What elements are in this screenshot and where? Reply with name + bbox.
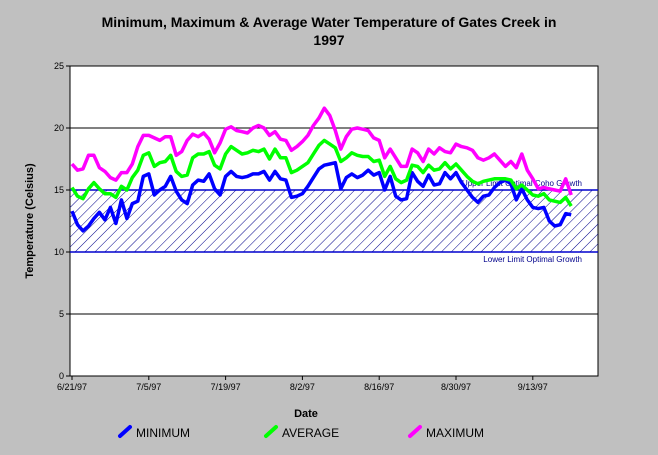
series-line-minimum [70, 160, 572, 233]
legend: MINIMUM AVERAGE MAXIMUM [118, 425, 484, 440]
legend-label-average: AVERAGE [282, 426, 339, 440]
y-tick-label: 15 [54, 185, 64, 195]
x-tick-label: 8/30/97 [441, 382, 471, 392]
lower-limit-label: Lower Limit Optimal Growth [483, 255, 582, 264]
x-tick-label: 9/13/97 [518, 382, 548, 392]
legend-label-minimum: MINIMUM [136, 426, 190, 440]
y-tick-label: 0 [59, 371, 64, 381]
x-tick-label: 7/19/97 [211, 382, 241, 392]
y-axis-title: Temperature (Celsius) [24, 163, 36, 279]
series-line-average [70, 138, 573, 208]
x-tick-label: 8/2/97 [290, 382, 315, 392]
legend-swatch-maximum [408, 425, 422, 438]
legend-swatch-minimum [118, 425, 132, 438]
legend-label-maximum: MAXIMUM [426, 426, 484, 440]
y-tick-label: 5 [59, 309, 64, 319]
chart-title-line1: Minimum, Maximum & Average Water Tempera… [102, 14, 557, 30]
x-tick-label: 6/21/97 [57, 382, 87, 392]
y-tick-label: 20 [54, 123, 64, 133]
y-tick-label: 10 [54, 247, 64, 257]
optimal-growth-band [70, 190, 598, 252]
y-tick-label: 25 [54, 61, 64, 71]
chart-title-line2: 1997 [313, 32, 344, 48]
x-tick-label: 8/16/97 [364, 382, 394, 392]
x-tick-label: 7/5/97 [136, 382, 161, 392]
x-axis-title: Date [294, 408, 318, 420]
legend-swatch-average [264, 425, 278, 438]
series-line-maximum [70, 106, 573, 196]
